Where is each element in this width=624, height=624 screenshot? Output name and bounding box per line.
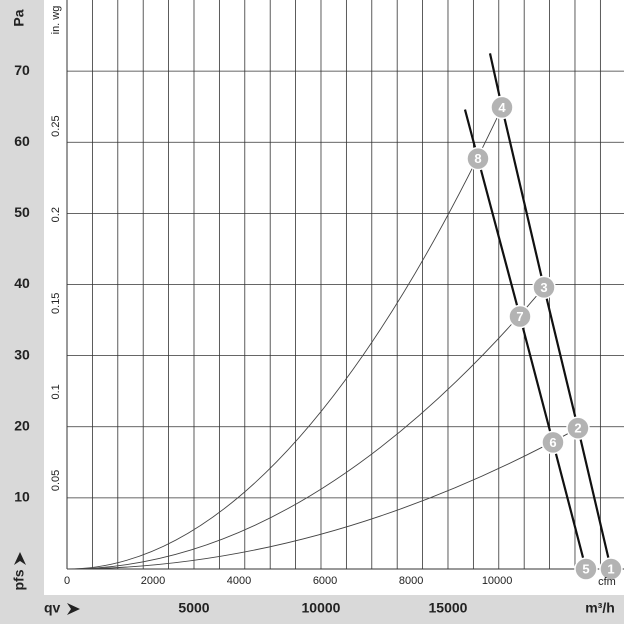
y-tick-label: 50 — [14, 204, 30, 220]
operating-point — [574, 557, 598, 581]
point-label: 8 — [474, 151, 481, 166]
left-band — [0, 0, 44, 595]
y-arrow — [14, 552, 26, 565]
y2-label: in. wg — [50, 6, 62, 35]
x-tick-label: 10000 — [302, 600, 341, 616]
fan-curve — [463, 109, 588, 570]
y-tick-label: 20 — [14, 417, 30, 433]
x2-label: cfm — [598, 576, 616, 588]
x2-tick-label: 8000 — [399, 575, 423, 587]
x-quantity: qv — [44, 600, 61, 616]
x2-tick-label: 4000 — [227, 575, 251, 587]
y-label: Pa — [11, 9, 27, 26]
x-tick-label: 5000 — [178, 600, 209, 616]
fan-curve — [488, 53, 613, 570]
point-label: 5 — [582, 561, 589, 576]
y2-tick-label: 0.15 — [50, 293, 62, 314]
system-curve — [66, 287, 545, 570]
operating-point — [466, 146, 490, 171]
marks: 1 2 3 4 5 6 7 8 — [66, 53, 623, 581]
y2-tick-label: 0.2 — [50, 207, 62, 222]
system-curve — [66, 427, 579, 570]
point-label: 7 — [516, 309, 523, 324]
x-label: m³/h — [585, 600, 615, 616]
x2-tick-label: 0 — [64, 575, 70, 587]
x2-tick-label: 6000 — [313, 575, 337, 587]
x-arrow — [67, 603, 80, 615]
y-tick-label: 10 — [14, 489, 30, 505]
y-tick-label: 30 — [14, 346, 30, 362]
y-quantity: pfs — [11, 569, 27, 590]
point-label: 3 — [540, 280, 547, 295]
bottom-band — [0, 595, 624, 624]
point-label: 2 — [574, 421, 581, 436]
operating-point — [599, 557, 623, 581]
y-tick-label: 60 — [14, 133, 30, 149]
y-tick-label: 70 — [14, 62, 30, 78]
operating-point — [532, 275, 556, 300]
system-curve — [66, 107, 503, 570]
grid — [66, 0, 624, 570]
operating-point — [566, 416, 590, 440]
y-tick-label: 40 — [14, 275, 30, 291]
x2-tick-label: 10000 — [482, 575, 513, 587]
x-tick-label: 15000 — [429, 600, 468, 616]
point-label: 4 — [498, 100, 506, 115]
y2-tick-label: 0.1 — [50, 384, 62, 399]
operating-point — [490, 95, 514, 120]
operating-point — [508, 304, 532, 329]
y2-tick-label: 0.05 — [50, 470, 62, 491]
y2-tick-label: 0.25 — [50, 115, 62, 136]
x2-tick-label: 2000 — [141, 575, 165, 587]
point-label: 6 — [549, 435, 556, 450]
point-label: 1 — [607, 561, 614, 576]
operating-point — [541, 430, 565, 455]
